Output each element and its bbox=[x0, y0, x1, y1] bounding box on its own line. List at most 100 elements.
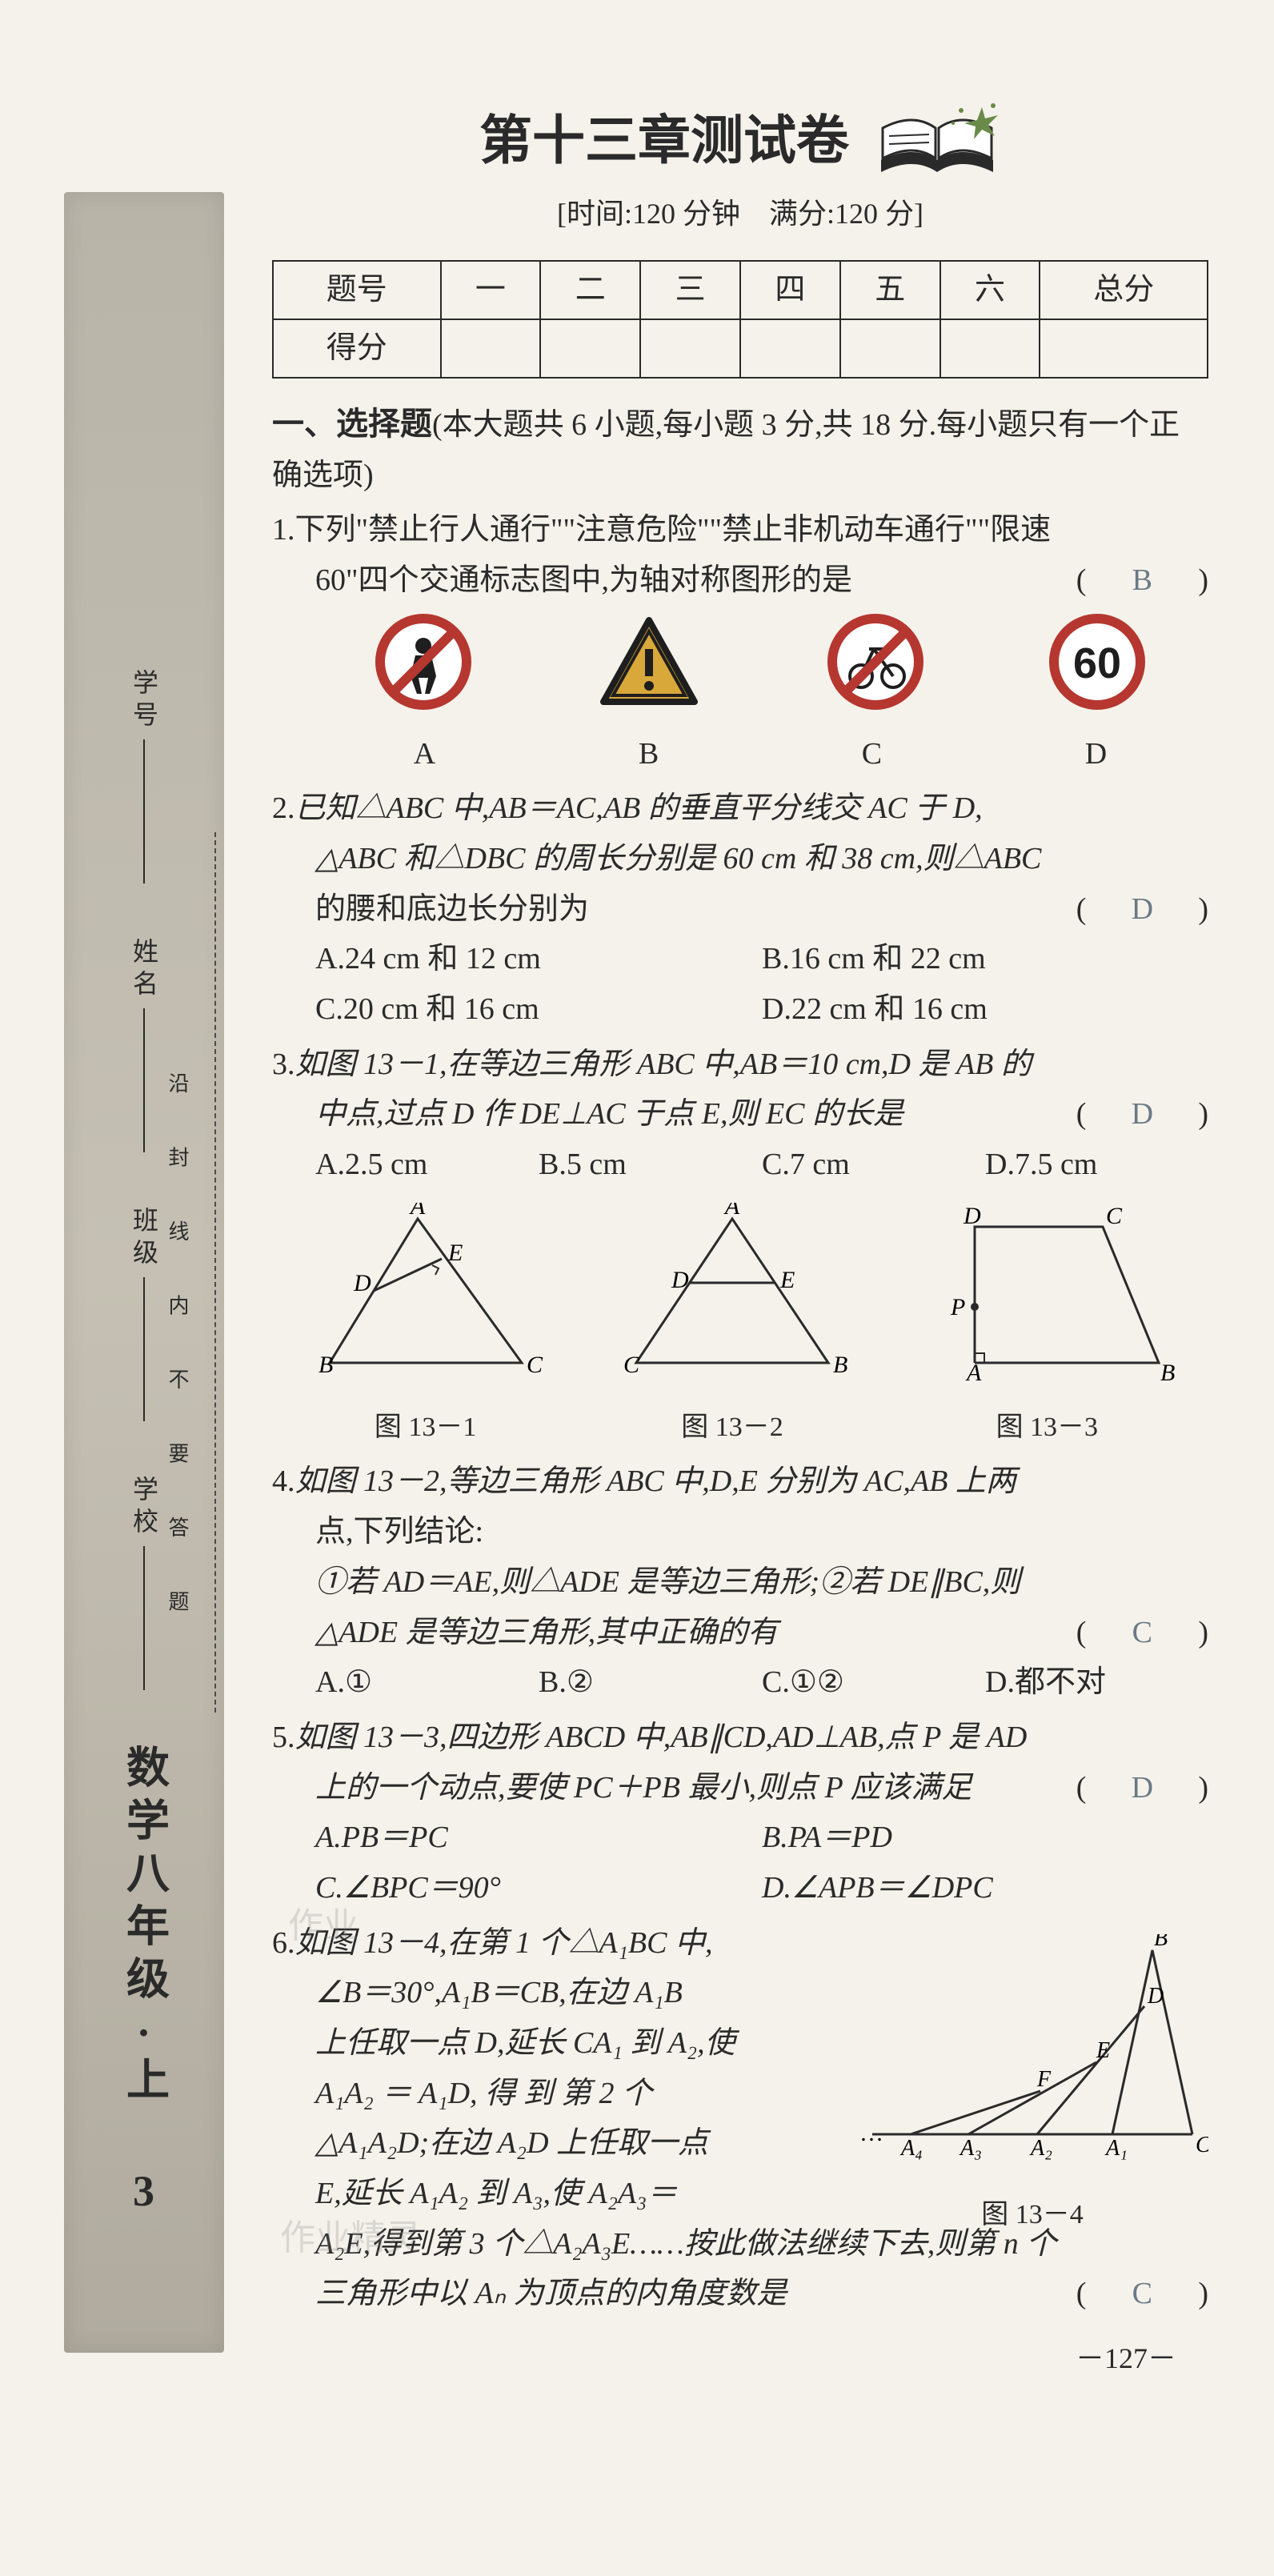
opt: A.24 cm 和 12 cm bbox=[315, 934, 762, 984]
figure-caption: 图 13－4 bbox=[856, 2193, 1208, 2237]
q-line: 三角形中以 Aₙ 为顶点的内角度数是 bbox=[315, 2269, 787, 2319]
traffic-labels: A B C D bbox=[272, 729, 1208, 779]
q-line: ∠B＝30°,A₁B＝CB,在边 A₁B bbox=[272, 1968, 832, 2018]
svg-text:B: B bbox=[1154, 1934, 1168, 1951]
opt: D.∠APB＝∠DPC bbox=[762, 1863, 1208, 1913]
banner-note: 沿 封 线 内 不 要 答 题 bbox=[162, 1072, 192, 1636]
question-5: 5.如图 13－3,四边形 ABCD 中,AB∥CD,AD⊥AB,点 P 是 A… bbox=[272, 1713, 1208, 1913]
section-heading: 一、选择题 bbox=[272, 407, 432, 442]
q-line: △ADE 是等边三角形,其中正确的有 bbox=[315, 1608, 778, 1658]
table-row-score: 得分 bbox=[273, 319, 1208, 378]
banner-field-xuehao: 学号 bbox=[126, 669, 162, 890]
q-line: A₁A₂ ＝ A₁D, 得 到 第 2 个 bbox=[272, 2069, 832, 2119]
q-line: 的腰和底边长分别为 bbox=[315, 884, 589, 935]
svg-text:D: D bbox=[1147, 1984, 1164, 2009]
th: 总分 bbox=[1040, 261, 1208, 319]
figures-row: A B C D E 图 13－1 A B C D E bbox=[272, 1203, 1208, 1451]
title-row: 第十三章测试卷 bbox=[272, 96, 1208, 184]
options: A.24 cm 和 12 cm B.16 cm 和 22 cm C.20 cm … bbox=[272, 934, 1208, 1034]
q-line: △ABC 和△DBC 的周长分别是 60 cm 和 38 cm,则△ABC bbox=[272, 834, 1208, 884]
field-label: 学校 bbox=[126, 1476, 162, 1540]
field-label: 学号 bbox=[126, 669, 162, 733]
svg-text:…: … bbox=[859, 2120, 883, 2146]
figure-13-2: A B C D E 图 13－2 bbox=[612, 1203, 852, 1451]
td bbox=[441, 319, 541, 378]
opt: B.PA＝PD bbox=[762, 1813, 1208, 1863]
opt-label: B bbox=[639, 729, 659, 779]
dotted-line bbox=[214, 832, 216, 1713]
field-line bbox=[143, 1277, 145, 1421]
q-line: 上的一个动点,要使 PC＋PB 最小,则点 P 应该满足 bbox=[315, 1763, 972, 1813]
question-3: 3.如图 13－1,在等边三角形 ABC 中,AB＝10 cm,D 是 AB 的… bbox=[272, 1040, 1208, 1190]
opt: D.7.5 cm bbox=[985, 1140, 1208, 1190]
banner-field-xuexiao: 学校 bbox=[126, 1476, 162, 1697]
th: 三 bbox=[640, 261, 740, 319]
answer-paren: ( B ) bbox=[1076, 555, 1208, 606]
svg-text:60: 60 bbox=[1073, 639, 1121, 687]
figure-caption: 图 13－2 bbox=[612, 1405, 852, 1450]
opt: A.PB＝PC bbox=[315, 1813, 762, 1863]
opt: C.①② bbox=[762, 1657, 985, 1708]
page-container: 沿 封 线 内 不 要 答 题 学号 姓名 班级 学校 数学八年级·上 3 第十… bbox=[0, 0, 1274, 2576]
opt: C.20 cm 和 16 cm bbox=[315, 984, 762, 1035]
svg-text:P: P bbox=[950, 1294, 965, 1320]
opt: C.∠BPC＝90° bbox=[315, 1863, 762, 1913]
q-line: 如图 13－4,在第 1 个△A₁BC 中, bbox=[295, 1926, 713, 1960]
svg-text:F: F bbox=[1036, 2067, 1052, 2092]
traffic-signs-row: 60 bbox=[272, 614, 1208, 726]
subtitle: [时间:120 分钟 满分:120 分] bbox=[272, 190, 1208, 238]
options: A.① B.② C.①② D.都不对 bbox=[272, 1657, 1208, 1708]
svg-text:D: D bbox=[353, 1270, 371, 1296]
answer-paren: ( D ) bbox=[1076, 884, 1208, 935]
svg-text:E: E bbox=[779, 1267, 795, 1293]
q-num: 4. bbox=[272, 1464, 295, 1498]
vertical-banner: 沿 封 线 内 不 要 答 题 学号 姓名 班级 学校 数学八年级·上 3 bbox=[64, 192, 224, 2353]
opt: A.2.5 cm bbox=[315, 1140, 539, 1190]
q-text: 3.如图 13－1,在等边三角形 ABC 中,AB＝10 cm,D 是 AB 的 bbox=[272, 1040, 1208, 1090]
svg-text:D: D bbox=[963, 1203, 981, 1229]
book-icon bbox=[873, 96, 1001, 184]
figure-caption: 图 13－1 bbox=[306, 1405, 546, 1450]
svg-text:A: A bbox=[723, 1203, 740, 1220]
th: 二 bbox=[540, 261, 640, 319]
q-text: 5.如图 13－3,四边形 ABCD 中,AB∥CD,AD⊥AB,点 P 是 A… bbox=[272, 1713, 1208, 1763]
section-heading-row: 一、选择题(本大题共 6 小题,每小题 3 分,共 18 分.每小题只有一个正确… bbox=[272, 398, 1208, 501]
q-num: 2. bbox=[272, 791, 295, 825]
th: 六 bbox=[940, 261, 1040, 319]
q-text: 上的一个动点,要使 PC＋PB 最小,则点 P 应该满足 ( D ) bbox=[272, 1763, 1208, 1813]
td bbox=[740, 319, 840, 378]
q-text: 6.如图 13－4,在第 1 个△A₁BC 中, bbox=[272, 1918, 832, 1969]
svg-text:C: C bbox=[527, 1352, 543, 1378]
answer-paren: ( D ) bbox=[1076, 1089, 1208, 1140]
banner-dot: · bbox=[120, 2009, 168, 2057]
figure-caption: 图 13－3 bbox=[919, 1405, 1175, 1450]
td: 得分 bbox=[273, 319, 441, 378]
banner-title-text: 数学八年级 bbox=[120, 1745, 168, 2009]
q-text: 4.如图 13－2,等边三角形 ABC 中,D,E 分别为 AC,AB 上两 bbox=[272, 1456, 1208, 1507]
svg-text:D: D bbox=[671, 1267, 689, 1293]
svg-text:C: C bbox=[623, 1352, 640, 1378]
opt: A.① bbox=[315, 1657, 539, 1708]
svg-text:C: C bbox=[1106, 1203, 1123, 1229]
q-text: 1.下列"禁止行人通行""注意危险""禁止非机动车通行""限速 bbox=[272, 505, 1208, 555]
q-num: 5. bbox=[272, 1721, 295, 1754]
svg-text:B: B bbox=[318, 1352, 333, 1378]
q-text: 中点,过点 D 作 DE⊥AC 于点 E,则 EC 的长是 ( D ) bbox=[272, 1089, 1208, 1140]
answer-letter: D bbox=[1116, 884, 1168, 935]
q-num: 3. bbox=[272, 1048, 295, 1081]
svg-text:E: E bbox=[447, 1240, 463, 1266]
q-line: 点,下列结论: bbox=[272, 1507, 1208, 1557]
figure-13-3: A B C D P 图 13－3 bbox=[919, 1203, 1175, 1451]
q-text: 60"四个交通标志图中,为轴对称图形的是 ( B ) bbox=[272, 555, 1208, 606]
opt: C.7 cm bbox=[762, 1140, 985, 1190]
td bbox=[1040, 319, 1208, 378]
banner-title-suffix: 上 3 bbox=[120, 2057, 168, 2225]
svg-text:A₄: A₄ bbox=[899, 2136, 923, 2161]
question-1: 1.下列"禁止行人通行""注意危险""禁止非机动车通行""限速 60"四个交通标… bbox=[272, 505, 1208, 779]
td bbox=[940, 319, 1040, 378]
q-line: 如图 13－1,在等边三角形 ABC 中,AB＝10 cm,D 是 AB 的 bbox=[295, 1048, 1032, 1081]
chapter-title: 第十三章测试卷 bbox=[479, 97, 849, 184]
answer-paren: ( D ) bbox=[1076, 1763, 1208, 1813]
table-row-header: 题号 一 二 三 四 五 六 总分 bbox=[273, 261, 1208, 319]
field-label: 姓名 bbox=[126, 938, 162, 1002]
